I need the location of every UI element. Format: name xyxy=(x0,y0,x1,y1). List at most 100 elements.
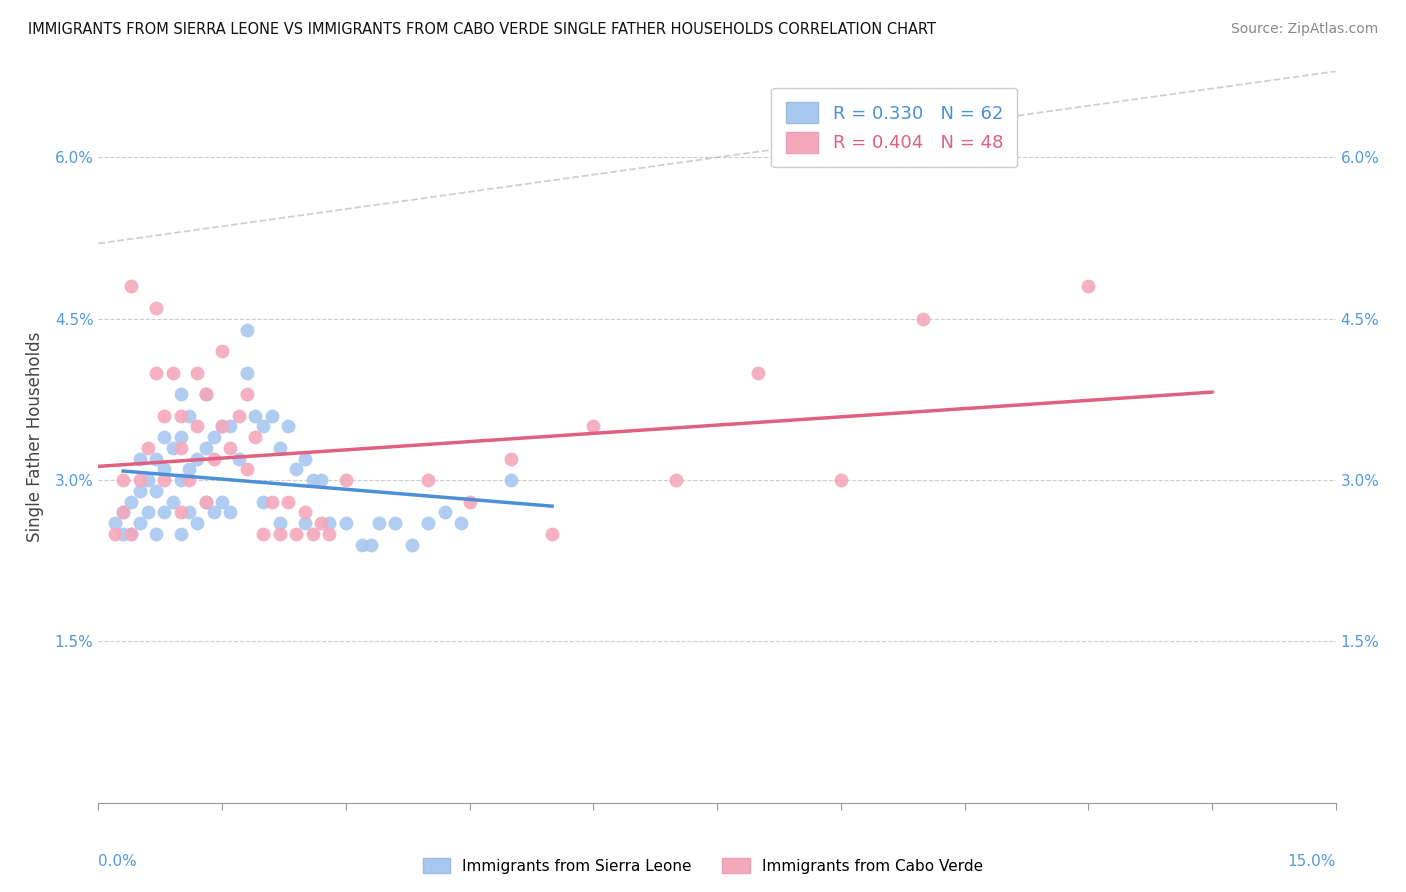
Point xyxy=(830,473,852,487)
Point xyxy=(211,344,233,359)
Point xyxy=(112,473,135,487)
Point xyxy=(243,409,266,423)
Point xyxy=(194,387,217,401)
Point xyxy=(112,505,135,519)
Point xyxy=(302,473,325,487)
Point xyxy=(219,505,242,519)
Point xyxy=(112,527,135,541)
Point xyxy=(302,527,325,541)
Point xyxy=(202,430,225,444)
Point xyxy=(120,494,142,508)
Point xyxy=(211,419,233,434)
Point xyxy=(269,441,291,455)
Point xyxy=(277,494,299,508)
Point xyxy=(252,494,274,508)
Point xyxy=(179,473,201,487)
Point xyxy=(433,505,456,519)
Point xyxy=(128,451,150,466)
Point xyxy=(170,527,193,541)
Point xyxy=(384,516,406,530)
Point xyxy=(219,419,242,434)
Point xyxy=(202,451,225,466)
Point xyxy=(186,516,208,530)
Point xyxy=(186,366,208,380)
Point xyxy=(128,483,150,498)
Point xyxy=(458,494,481,508)
Point xyxy=(1077,279,1099,293)
Point xyxy=(136,441,159,455)
Point xyxy=(228,451,250,466)
Point xyxy=(145,451,167,466)
Point xyxy=(170,409,193,423)
Point xyxy=(202,505,225,519)
Point xyxy=(367,516,389,530)
Point xyxy=(912,311,935,326)
Point xyxy=(499,473,522,487)
Text: 0.0%: 0.0% xyxy=(98,854,138,869)
Point xyxy=(269,516,291,530)
Point xyxy=(450,516,472,530)
Point xyxy=(352,538,374,552)
Point xyxy=(128,516,150,530)
Point xyxy=(252,527,274,541)
Point xyxy=(285,462,308,476)
Point xyxy=(162,366,184,380)
Point xyxy=(236,366,259,380)
Point xyxy=(243,430,266,444)
Point xyxy=(260,409,283,423)
Point xyxy=(294,451,316,466)
Point xyxy=(162,494,184,508)
Point xyxy=(582,419,605,434)
Point xyxy=(294,505,316,519)
Point xyxy=(170,430,193,444)
Point xyxy=(309,516,332,530)
Point xyxy=(145,527,167,541)
Point xyxy=(747,366,769,380)
Point xyxy=(120,527,142,541)
Point xyxy=(236,322,259,336)
Legend: R = 0.330   N = 62, R = 0.404   N = 48: R = 0.330 N = 62, R = 0.404 N = 48 xyxy=(770,87,1018,168)
Point xyxy=(112,505,135,519)
Point xyxy=(179,462,201,476)
Point xyxy=(128,473,150,487)
Point xyxy=(252,419,274,434)
Point xyxy=(186,419,208,434)
Point xyxy=(318,516,340,530)
Point xyxy=(318,527,340,541)
Point xyxy=(360,538,382,552)
Point xyxy=(136,473,159,487)
Point xyxy=(186,451,208,466)
Point xyxy=(194,494,217,508)
Point xyxy=(277,419,299,434)
Point xyxy=(418,473,440,487)
Point xyxy=(219,441,242,455)
Text: Source: ZipAtlas.com: Source: ZipAtlas.com xyxy=(1230,22,1378,37)
Point xyxy=(120,527,142,541)
Point xyxy=(309,473,332,487)
Text: IMMIGRANTS FROM SIERRA LEONE VS IMMIGRANTS FROM CABO VERDE SINGLE FATHER HOUSEHO: IMMIGRANTS FROM SIERRA LEONE VS IMMIGRAN… xyxy=(28,22,936,37)
Point xyxy=(285,527,308,541)
Point xyxy=(104,527,127,541)
Point xyxy=(145,366,167,380)
Point xyxy=(170,473,193,487)
Point xyxy=(294,516,316,530)
Point xyxy=(541,527,564,541)
Point xyxy=(194,494,217,508)
Point xyxy=(335,516,357,530)
Text: 15.0%: 15.0% xyxy=(1288,854,1336,869)
Point xyxy=(499,451,522,466)
Point xyxy=(236,387,259,401)
Point xyxy=(120,279,142,293)
Point xyxy=(153,462,176,476)
Point xyxy=(104,516,127,530)
Point xyxy=(179,505,201,519)
Point xyxy=(153,505,176,519)
Point xyxy=(211,419,233,434)
Y-axis label: Single Father Households: Single Father Households xyxy=(25,332,44,542)
Point xyxy=(136,505,159,519)
Point xyxy=(170,387,193,401)
Point xyxy=(194,441,217,455)
Point xyxy=(194,387,217,401)
Point xyxy=(179,409,201,423)
Point xyxy=(153,409,176,423)
